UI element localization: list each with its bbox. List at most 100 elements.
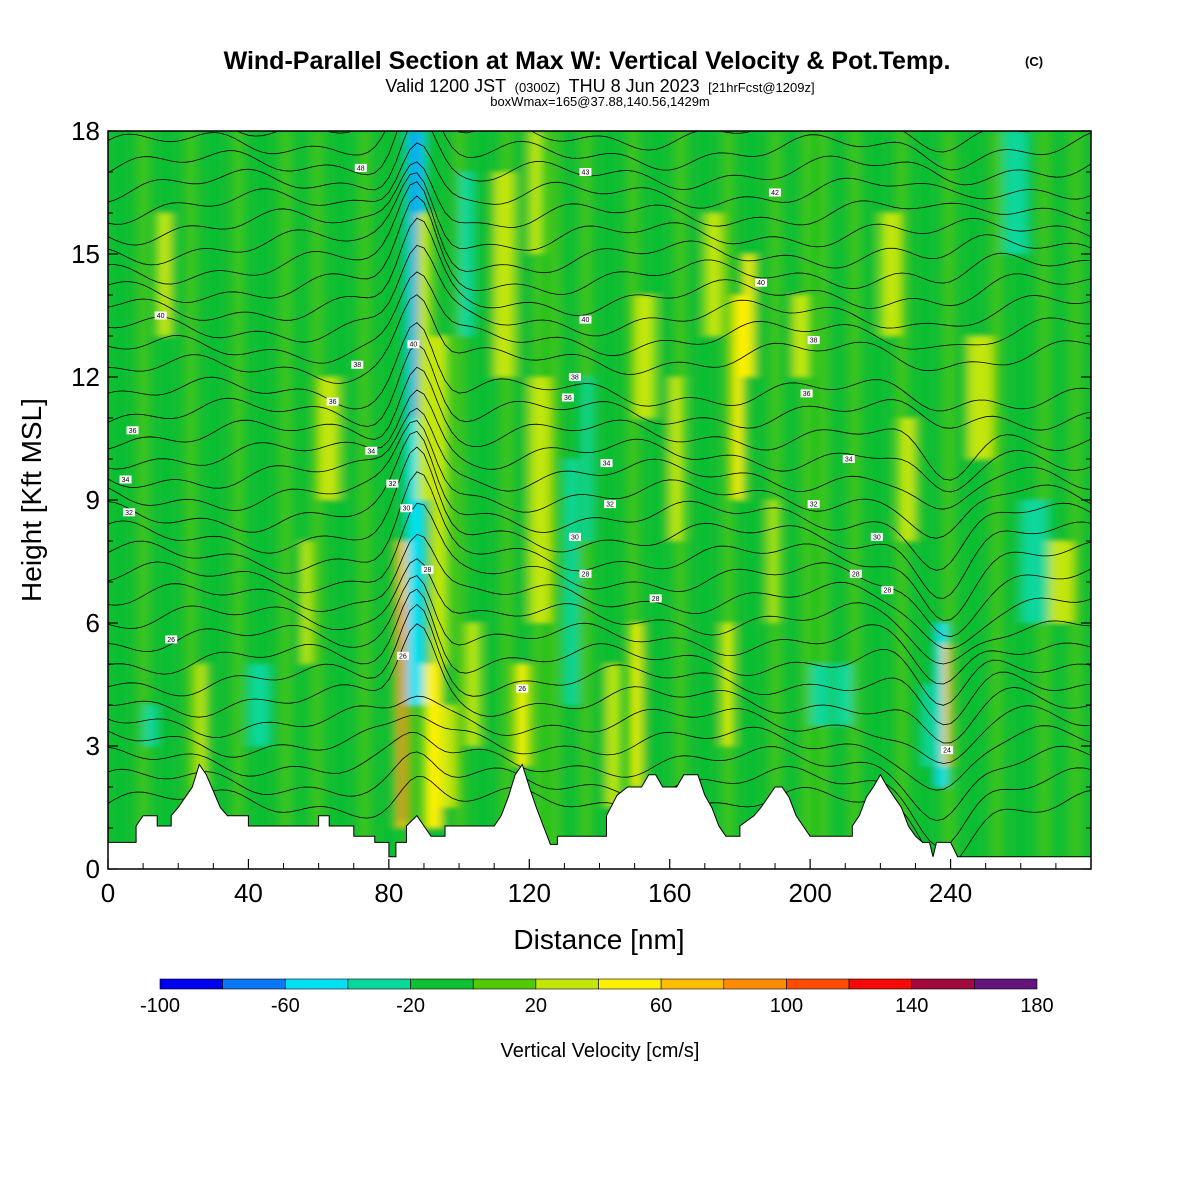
theta-label-bg [396, 651, 409, 660]
theta-label-text: 32 [810, 502, 818, 509]
theta-label-bg [326, 397, 339, 406]
theta-label: 34 [365, 446, 378, 455]
velocity-band [708, 131, 717, 869]
x-tick-label: 160 [648, 878, 691, 908]
velocity-cell [768, 500, 779, 623]
theta-label-text: 40 [582, 317, 590, 324]
theta-label-bg [769, 188, 782, 197]
velocity-cell [631, 623, 642, 787]
theta-contour [108, 389, 1091, 493]
velocity-cell [732, 295, 744, 500]
terrain-mask [108, 763, 1091, 869]
theta-contour [108, 502, 1091, 638]
theta-label-bg [800, 389, 813, 398]
velocity-band [518, 131, 527, 869]
theta-label-bg [807, 336, 820, 345]
velocity-cell [634, 295, 656, 418]
theta-contour [108, 446, 1091, 599]
velocity-band [550, 131, 559, 869]
theta-label-text: 34 [845, 457, 853, 464]
theta-contour [108, 181, 1091, 285]
velocity-cell [402, 639, 404, 820]
theta-label-bg [842, 455, 855, 463]
velocity-band [344, 131, 353, 869]
velocity-cell [248, 664, 270, 746]
theta-label-bg [407, 340, 420, 349]
velocity-cell [466, 623, 481, 746]
theta-contour [108, 195, 1091, 304]
velocity-cell [743, 254, 754, 377]
velocity-band [992, 131, 1001, 869]
x-tick-label: 240 [929, 878, 972, 908]
velocity-band [376, 131, 385, 869]
theta-label-text: 30 [873, 534, 881, 541]
velocity-band [882, 131, 890, 869]
valid-zulu: (0300Z) [515, 80, 561, 95]
theta-label-text: 42 [771, 190, 779, 197]
theta-label-bg [881, 586, 894, 595]
theta-contour [108, 420, 1091, 539]
velocity-band [961, 131, 969, 869]
theta-label-text: 32 [125, 510, 133, 517]
colorbar-swatch [598, 978, 662, 990]
colorbar-swatch [723, 978, 787, 990]
velocity-band [929, 131, 938, 869]
theta-label-bg [400, 504, 413, 513]
theta-label-bg [807, 500, 820, 509]
theta-label-bg [579, 315, 592, 324]
velocity-band [834, 131, 843, 869]
velocity-band [202, 131, 211, 869]
velocity-cell [1048, 541, 1074, 623]
velocity-cell [704, 213, 723, 336]
velocity-cell [792, 295, 811, 377]
theta-label-bg [126, 426, 139, 435]
velocity-cell [430, 336, 449, 664]
colorbar-swatch [284, 978, 349, 990]
theta-label-bg [351, 360, 364, 369]
colorbar-swatch [974, 978, 1038, 990]
theta-contour [108, 131, 1091, 176]
velocity-band [629, 131, 638, 869]
theta-label-bg [165, 635, 178, 644]
colorbar-tick-label: -20 [396, 995, 425, 1017]
x-tick-label: 0 [101, 878, 115, 908]
velocity-band [976, 131, 985, 869]
theta-label-text: 38 [353, 362, 361, 369]
theta-label: 28 [421, 565, 434, 574]
velocity-cell [581, 377, 593, 541]
x-tick-label: 200 [788, 878, 831, 908]
velocity-band [597, 131, 606, 869]
y-tick-label: 18 [71, 116, 100, 146]
y-tick-label: 6 [86, 608, 100, 638]
theta-contour [108, 131, 1035, 156]
theta-label: 36 [126, 426, 139, 435]
y-tick-label: 15 [71, 239, 100, 269]
theta-label-bg [849, 569, 862, 578]
theta-label-text: 34 [122, 477, 130, 484]
theta-label-text: 28 [424, 567, 432, 574]
velocity-cell [606, 664, 621, 808]
velocity-band [186, 131, 195, 869]
colorbar-swatch [848, 978, 913, 990]
theta-label-text: 40 [157, 313, 165, 320]
theta-label-text: 32 [388, 481, 396, 488]
theta-label-text: 28 [852, 571, 860, 578]
theta-label-text: 38 [571, 375, 579, 382]
velocity-cell [157, 213, 172, 336]
velocity-cell [529, 377, 551, 623]
theta-label-text: 48 [357, 165, 365, 172]
velocity-band [803, 131, 811, 869]
velocity-band [155, 131, 164, 869]
theta-label: 34 [600, 459, 613, 468]
velocity-band [739, 131, 748, 869]
colorbar-tick-label: 60 [650, 995, 672, 1017]
plot-area: 48 43 42 40 40 40 40 38 38 38 36 36 36 36 34 34 34 34 32 32… [108, 131, 1091, 869]
theta-label-bg [870, 532, 883, 541]
copyright-mark: (C) [1025, 54, 1043, 69]
velocity-cell [1003, 131, 1028, 254]
theta-label: 32 [386, 479, 399, 488]
valid-forecast: [21hrFcst@1209z] [708, 80, 814, 95]
theta-label-text: 36 [329, 399, 337, 406]
velocity-band [392, 131, 401, 869]
colorbar-label: Vertical Velocity [cm/s] [501, 1040, 700, 1062]
